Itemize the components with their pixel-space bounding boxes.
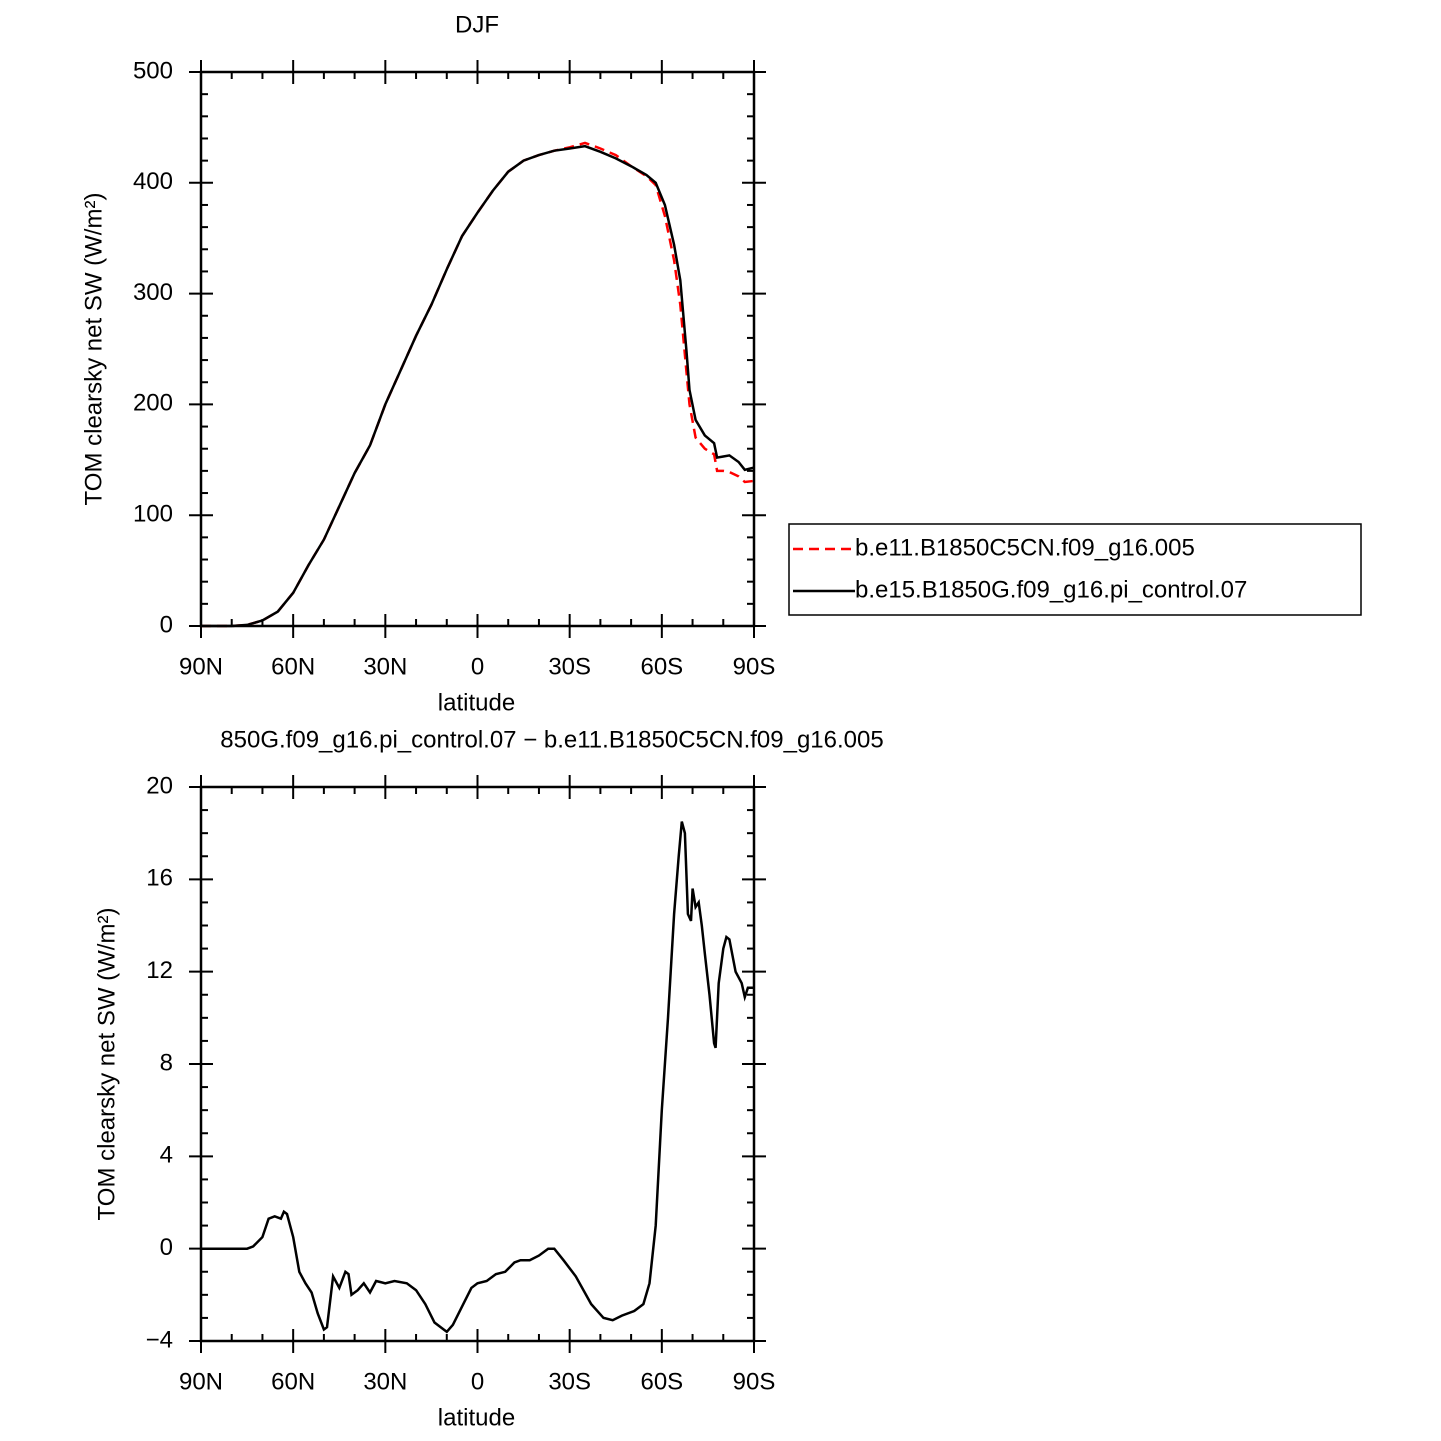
chart-title: DJF	[455, 11, 499, 38]
x-tick-label: 90N	[179, 653, 223, 680]
y-tick-label: 4	[160, 1142, 173, 1169]
x-tick-label: 30S	[548, 653, 591, 680]
legend-box	[788, 523, 1362, 616]
x-axis-label: latitude	[438, 689, 515, 716]
y-tick-label: 12	[146, 957, 173, 984]
x-tick-label: 0	[471, 1368, 484, 1395]
x-tick-label: 60N	[271, 653, 315, 680]
x-tick-label: 90S	[733, 1368, 776, 1395]
y-tick-label: 8	[160, 1049, 173, 1076]
x-tick-label: 90N	[179, 1368, 223, 1395]
y-tick-label: 200	[133, 390, 173, 417]
legend-label: b.e11.B1850C5CN.f09_g16.005	[855, 534, 1195, 561]
x-tick-label: 90S	[733, 653, 776, 680]
y-axis-label: TOM clearsky net SW (W/m²)	[80, 193, 107, 506]
y-tick-label: −4	[146, 1326, 173, 1353]
y-tick-label: 20	[146, 772, 173, 799]
x-tick-label: 30S	[548, 1368, 591, 1395]
data-line	[201, 141, 755, 628]
y-tick-label: 0	[160, 1234, 173, 1261]
y-tick-label: 16	[146, 865, 173, 892]
chart-title: 850G.f09_g16.pi_control.07 − b.e11.B1850…	[220, 726, 883, 753]
x-tick-label: 60N	[271, 1368, 315, 1395]
plot-frame	[199, 785, 756, 1343]
x-tick-label: 30N	[363, 1368, 407, 1395]
legend-label: b.e15.B1850G.f09_g16.pi_control.07	[855, 576, 1247, 603]
y-tick-label: 100	[133, 501, 173, 528]
data-line	[201, 144, 755, 628]
plot-frame	[199, 70, 756, 628]
x-tick-label: 60S	[640, 653, 683, 680]
y-tick-label: 0	[160, 611, 173, 638]
x-tick-label: 60S	[640, 1368, 683, 1395]
x-tick-label: 30N	[363, 653, 407, 680]
y-tick-label: 300	[133, 279, 173, 306]
x-tick-label: 0	[471, 653, 484, 680]
x-axis-label: latitude	[438, 1404, 515, 1431]
y-axis-label: TOM clearsky net SW (W/m²)	[93, 908, 120, 1221]
y-tick-label: 400	[133, 168, 173, 195]
data-line	[201, 821, 754, 1334]
y-tick-label: 500	[133, 57, 173, 84]
